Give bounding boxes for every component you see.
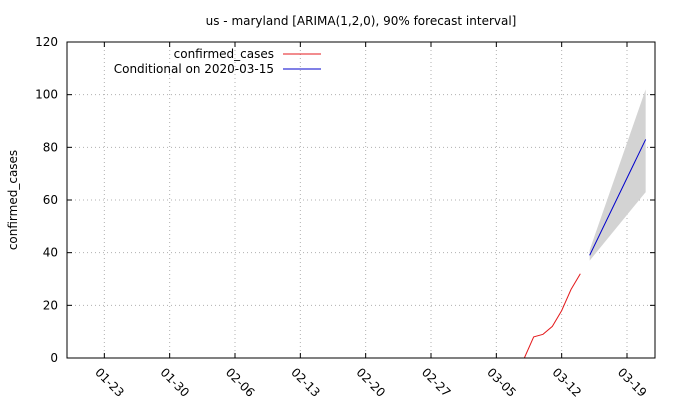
y-tick-label: 100 [35, 88, 58, 102]
x-tick-label: 02-06 [223, 365, 258, 400]
grid [67, 42, 655, 358]
x-tick-label: 03-05 [484, 365, 519, 400]
y-tick-label: 60 [43, 193, 58, 207]
x-axis: 01-23 01-30 02-06 02-13 02-20 02-27 03-05 03-12… [92, 42, 649, 400]
legend-label: Conditional on 2020-03-15 [114, 62, 274, 76]
y-tick-label: 40 [43, 246, 58, 260]
y-tick-label: 80 [43, 140, 58, 154]
forecast-interval-band [589, 89, 646, 261]
x-tick-label: 02-27 [419, 365, 454, 400]
x-tick-label: 01-30 [158, 365, 193, 400]
legend-label: confirmed_cases [174, 47, 274, 61]
forecast-interval-layer [589, 89, 646, 261]
y-axis-label: confirmed_cases [6, 150, 20, 250]
y-tick-label: 120 [35, 35, 58, 49]
x-tick-label: 02-13 [288, 365, 323, 400]
x-tick-label: 03-19 [615, 365, 650, 400]
x-tick-label: 01-23 [92, 365, 127, 400]
series-layer [523, 139, 647, 359]
series-line-forecast [589, 139, 647, 256]
series-line-confirmed-cases [523, 273, 581, 359]
x-tick-label: 03-12 [550, 365, 585, 400]
y-tick-label: 20 [43, 298, 58, 312]
x-tick-label: 02-20 [354, 365, 389, 400]
chart-title: us - maryland [ARIMA(1,2,0), 90% forecas… [206, 14, 517, 28]
y-axis: 0 20 40 60 80 100 120 [35, 35, 655, 365]
y-tick-label: 0 [50, 351, 58, 365]
